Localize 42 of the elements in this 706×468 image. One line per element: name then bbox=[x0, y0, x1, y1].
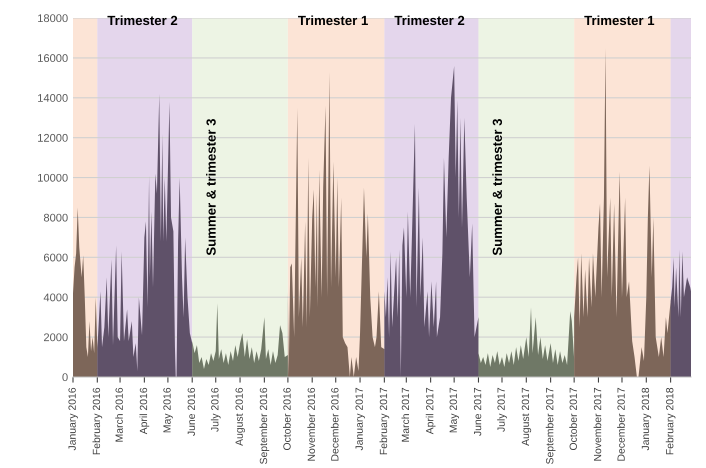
y-tick-label: 8000 bbox=[44, 214, 68, 222]
band-label: Trimester 2 bbox=[107, 15, 178, 26]
x-tick-label: February 2018 bbox=[666, 388, 676, 454]
x-tick-label: February 2017 bbox=[380, 388, 390, 454]
y-tick-label: 14000 bbox=[38, 94, 68, 102]
x-tick-label: June 2016 bbox=[188, 388, 196, 436]
x-tick-label: April 2016 bbox=[140, 388, 150, 434]
y-tick-label: 18000 bbox=[38, 14, 68, 22]
x-tick-label: May 2017 bbox=[450, 388, 460, 432]
x-tick-label: July 2017 bbox=[497, 388, 507, 432]
y-tick-label: 12000 bbox=[38, 134, 68, 142]
y-tick-label: 4000 bbox=[44, 293, 68, 302]
x-tick-label: June 2017 bbox=[474, 388, 482, 436]
band-label: Trimester 1 bbox=[584, 15, 654, 26]
x-tick-label: August 2017 bbox=[522, 388, 532, 446]
band-label: Summer & trimester 3 bbox=[206, 118, 216, 256]
x-tick-label: December 2017 bbox=[617, 388, 625, 461]
x-tick-label: November 2016 bbox=[307, 388, 315, 461]
x-tick-label: September 2017 bbox=[546, 388, 556, 464]
x-tick-label: December 2016 bbox=[330, 388, 339, 461]
x-tick-label: January 2016 bbox=[68, 388, 78, 450]
x-tick-label: March 2017 bbox=[401, 388, 410, 442]
x-tick-label: July 2016 bbox=[210, 388, 221, 432]
band-label: Trimester 2 bbox=[394, 15, 464, 26]
band-label: Trimester 1 bbox=[298, 15, 368, 26]
x-tick-label: February 2016 bbox=[92, 388, 102, 454]
x-tick-label: October 2017 bbox=[569, 388, 577, 450]
y-tick-label: 6000 bbox=[44, 254, 68, 262]
x-tick-label: May 2016 bbox=[163, 388, 173, 432]
y-tick-label: 2000 bbox=[44, 333, 68, 342]
x-tick-label: September 2016 bbox=[260, 388, 270, 464]
band-label: Summer & trimester 3 bbox=[492, 118, 502, 256]
x-tick-label: October 2016 bbox=[283, 388, 291, 450]
y-tick-label: 0 bbox=[62, 373, 68, 382]
x-tick-label: March 2016 bbox=[115, 388, 123, 442]
x-tick-label: April 2017 bbox=[426, 388, 436, 434]
y-tick-label: 10000 bbox=[38, 174, 68, 182]
x-tick-label: November 2017 bbox=[594, 388, 602, 461]
y-tick-label: 16000 bbox=[38, 54, 68, 62]
x-tick-label: January 2018 bbox=[642, 388, 652, 450]
x-tick-label: August 2016 bbox=[235, 388, 245, 446]
x-tick-label: January 2017 bbox=[355, 388, 365, 450]
